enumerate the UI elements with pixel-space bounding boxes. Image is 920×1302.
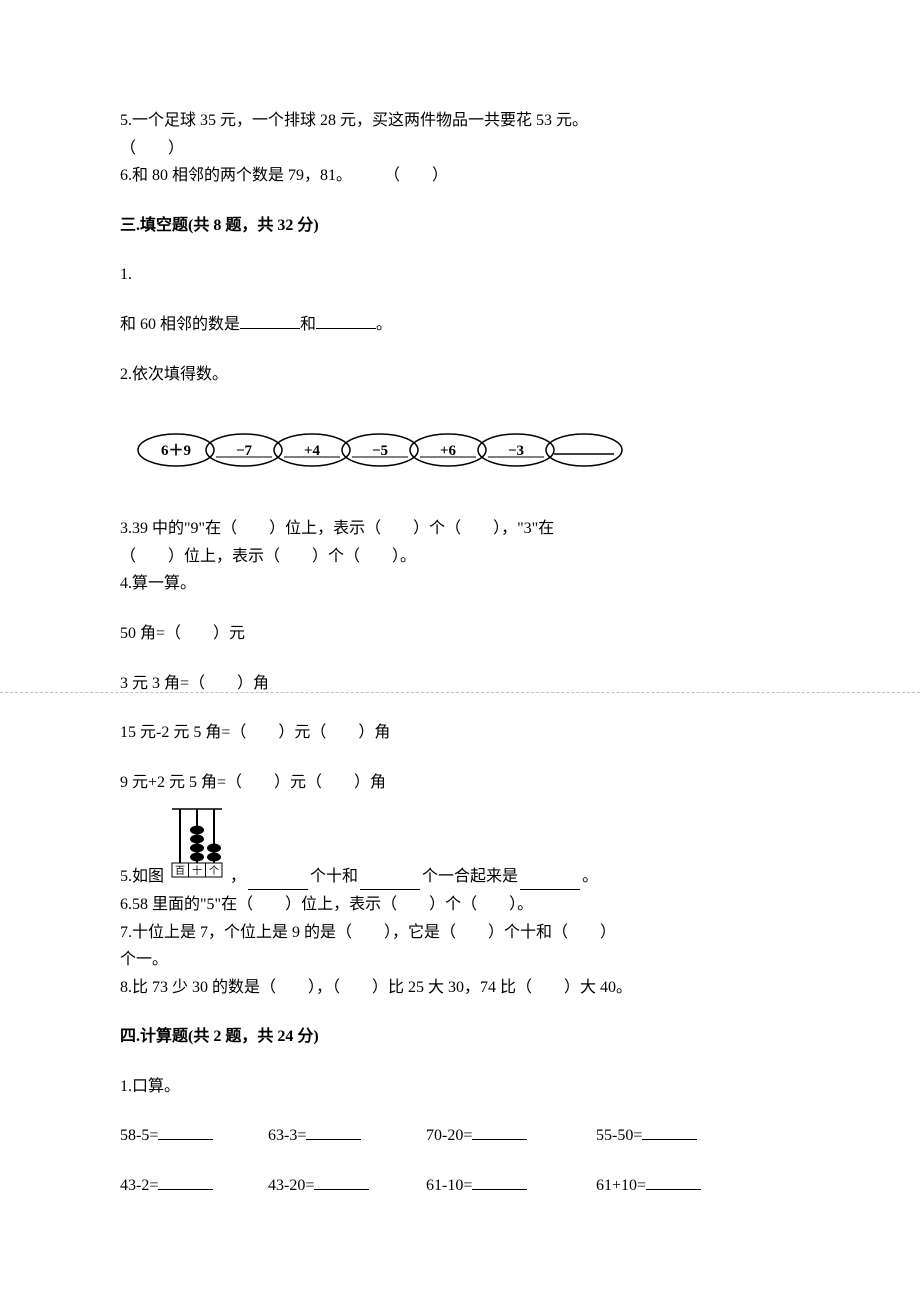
calc-expr: 43-2= (120, 1177, 158, 1194)
s3-q1-blank2[interactable] (316, 315, 376, 329)
s3-q3-l2: （ ）位上，表示（ ）个（ ）。 (120, 544, 800, 570)
s3-q4-item: 50 角=（ ）元 (120, 621, 800, 647)
svg-text:个: 个 (209, 865, 219, 877)
calc-cell: 43-2= (120, 1173, 268, 1199)
svg-text:百: 百 (175, 865, 185, 877)
calc-blank[interactable] (158, 1126, 213, 1140)
s3-q7-l2: 个一。 (120, 947, 800, 973)
abacus-icon: 百十个 (166, 807, 228, 890)
s3-q5-after: 。 (582, 864, 598, 890)
svg-text:6＋9: 6＋9 (161, 443, 191, 459)
top-q5-line1: 5.一个足球 35 元，一个排球 28 元，买这两件物品一共要花 53 元。 (120, 108, 800, 134)
s3-q5-blank3[interactable] (520, 876, 580, 890)
calc-row: 43-2= 43-20= 61-10= 61+10= (120, 1173, 800, 1199)
calc-expr: 70-20= (426, 1127, 472, 1144)
s3-q1-num: 1. (120, 262, 800, 288)
calc-cell: 55-50= (596, 1123, 736, 1149)
calc-blank[interactable] (472, 1126, 527, 1140)
s3-q4-title: 4.算一算。 (120, 571, 800, 597)
calc-cell: 70-20= (426, 1123, 596, 1149)
s3-q5-m1: 个十和 (310, 864, 358, 890)
page-divider (0, 692, 920, 693)
calc-grid: 58-5= 63-3= 70-20= 55-50= 43-2= 43-20= 61-10= 6… (120, 1123, 800, 1198)
calc-row: 58-5= 63-3= 70-20= 55-50= (120, 1123, 800, 1149)
s3-q5-a: ， (230, 864, 246, 890)
calc-expr: 58-5= (120, 1127, 158, 1144)
calc-expr: 55-50= (596, 1127, 642, 1144)
section3-title: 三.填空题(共 8 题，共 32 分) (120, 213, 800, 239)
calc-expr: 43-20= (268, 1177, 314, 1194)
top-q6: 6.和 80 相邻的两个数是 79，81。 （ ） (120, 163, 800, 189)
s3-q7-l1: 7.十位上是 7，个位上是 9 的是（ ），它是（ ）个十和（ ） (120, 920, 800, 946)
chain-diagram: 6＋9−7+4−5+6−3 (136, 431, 800, 474)
calc-blank[interactable] (646, 1176, 701, 1190)
calc-cell: 61-10= (426, 1173, 596, 1199)
calc-blank[interactable] (306, 1126, 361, 1140)
s3-q1-text: 和 60 相邻的数是 和 。 (120, 312, 800, 338)
s3-q5-m2: 个一合起来是 (422, 864, 518, 890)
calc-blank[interactable] (158, 1176, 213, 1190)
calc-cell: 61+10= (596, 1173, 736, 1199)
calc-cell: 58-5= (120, 1123, 268, 1149)
s3-q8: 8.比 73 少 30 的数是（ ），（ ）比 25 大 30，74 比（ ）大… (120, 975, 800, 1001)
calc-cell: 63-3= (268, 1123, 426, 1149)
s3-q1-blank1[interactable] (240, 315, 300, 329)
top-q5-line2: （ ） (120, 136, 800, 162)
s3-q6: 6.58 里面的"5"在（ ）位上，表示（ ）个（ ）。 (120, 892, 800, 918)
s3-q5-blank2[interactable] (360, 876, 420, 890)
s3-q5-prefix: 5.如图 (120, 864, 164, 890)
chain-svg: 6＋9−7+4−5+6−3 (136, 431, 624, 469)
s3-q4-item: 9 元+2 元 5 角=（ ）元（ ）角 (120, 770, 800, 796)
calc-expr: 61+10= (596, 1177, 646, 1194)
s3-q4-item: 15 元-2 元 5 角=（ ）元（ ）角 (120, 720, 800, 746)
s3-q1-after: 。 (376, 316, 392, 333)
calc-cell: 43-20= (268, 1173, 426, 1199)
s3-q4-items: 50 角=（ ）元3 元 3 角=（ ）角15 元-2 元 5 角=（ ）元（ … (120, 621, 800, 795)
s3-q5-blank1[interactable] (248, 876, 308, 890)
s4-q1-title: 1.口算。 (120, 1074, 800, 1100)
section4-title: 四.计算题(共 2 题，共 24 分) (120, 1024, 800, 1050)
s3-q3-l1: 3.39 中的"9"在（ ）位上，表示（ ）个（ ），"3"在 (120, 516, 800, 542)
s3-q1-mid: 和 (300, 316, 316, 333)
s3-q5: 5.如图 百十个 ， 个十和 个一合起来是 。 (120, 807, 800, 890)
calc-blank[interactable] (472, 1176, 527, 1190)
calc-expr: 63-3= (268, 1127, 306, 1144)
calc-blank[interactable] (642, 1126, 697, 1140)
svg-text:十: 十 (192, 864, 202, 877)
calc-expr: 61-10= (426, 1177, 472, 1194)
s3-q2: 2.依次填得数。 (120, 362, 800, 388)
calc-blank[interactable] (314, 1176, 369, 1190)
s3-q1-before: 和 60 相邻的数是 (120, 316, 240, 333)
